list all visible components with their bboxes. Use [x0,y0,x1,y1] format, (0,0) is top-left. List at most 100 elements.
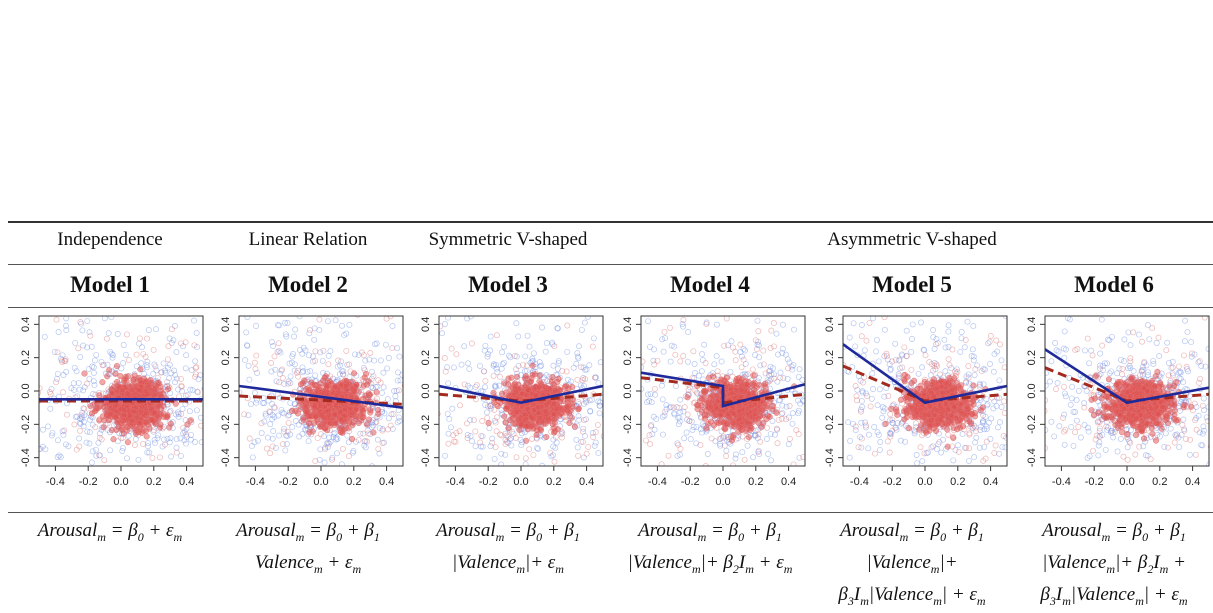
data-point [713,405,719,411]
x-tick-label: -0.2 [79,476,98,488]
data-point [538,426,544,432]
data-point [440,331,445,336]
data-point [174,445,179,450]
data-point [701,389,707,395]
data-point [702,416,708,422]
data-point [115,331,120,336]
data-point [390,323,395,328]
data-point [741,357,746,362]
data-point [608,385,613,390]
data-point [180,406,185,411]
data-point [909,367,914,372]
model-title-4: Model 4 [615,272,805,298]
data-point [114,363,120,369]
data-point [874,337,879,342]
data-point [724,375,730,381]
data-point [446,441,451,446]
data-point [733,452,738,457]
data-point [719,359,724,364]
data-point [544,341,549,346]
data-point [685,395,691,401]
data-point [465,361,470,366]
data-point [133,437,138,442]
data-point [514,321,519,326]
data-point [247,436,252,441]
data-point [77,387,82,392]
data-point [525,406,531,412]
data-point [673,352,678,357]
data-point [165,414,171,420]
data-point [593,430,598,435]
data-point [790,421,795,426]
data-point [249,444,254,449]
data-point [87,441,92,446]
data-point [494,366,499,371]
data-point [341,427,347,433]
data-point [561,408,567,414]
data-point [566,386,572,392]
x-tick-label: 0.2 [546,476,561,488]
data-point [162,437,167,442]
data-point [660,337,665,342]
data-point [592,443,597,448]
data-point [487,426,492,431]
data-point [106,367,112,373]
data-point [999,358,1004,363]
data-point [76,346,81,351]
data-point [785,357,790,362]
data-point [131,408,137,414]
data-point [368,410,374,416]
data-point [739,376,745,382]
data-point [517,427,523,433]
data-point [937,372,942,377]
data-point [385,427,390,432]
data-point [81,388,86,393]
data-point [276,433,281,438]
data-point [972,372,977,377]
data-point [561,398,567,404]
data-point [705,421,711,427]
data-point [155,404,161,410]
data-point [60,429,65,434]
data-point [143,428,149,434]
data-point [184,353,189,358]
data-point [710,374,716,380]
data-point [698,427,703,432]
data-point [565,323,570,328]
data-point [678,397,683,402]
data-point [775,379,780,384]
data-point [312,404,318,410]
data-point [972,455,977,460]
data-point [339,323,344,328]
y-tick-label: -0.4 [420,448,432,467]
data-point [776,417,781,422]
data-point [307,430,313,436]
data-point [997,451,1002,456]
data-point [525,333,530,338]
data-point [797,455,802,460]
data-point [766,451,771,456]
data-point [473,429,478,434]
data-point [149,407,155,413]
data-point [393,394,398,399]
data-point [530,372,536,378]
data-point [379,390,384,395]
data-point [161,361,166,366]
data-point [740,450,745,455]
data-point [790,411,795,416]
data-point [132,442,137,447]
data-point [85,318,90,323]
data-point [268,422,273,427]
data-point [101,425,107,431]
data-point [381,385,386,390]
data-point [692,361,697,366]
data-point [761,348,766,353]
data-point [328,349,333,354]
data-point [351,371,357,377]
data-point [94,352,99,357]
data-point [714,354,719,359]
data-point [140,345,145,350]
data-point [152,440,157,445]
data-point [584,451,589,456]
